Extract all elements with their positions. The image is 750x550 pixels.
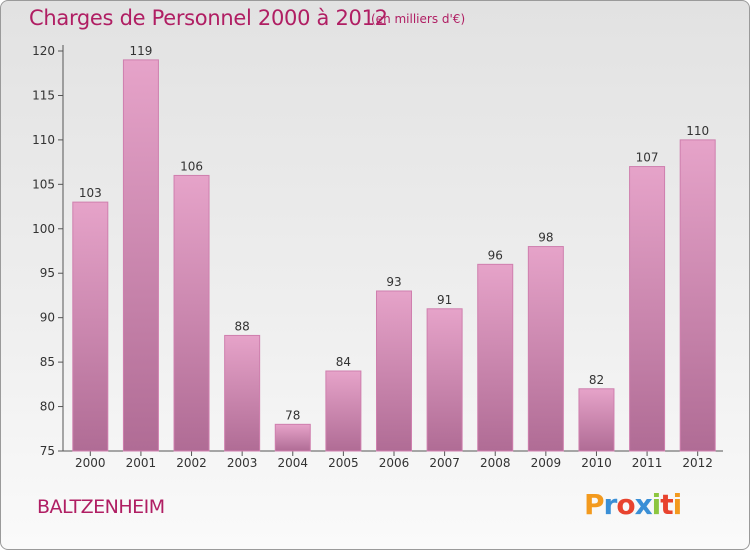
data-label: 119 [129, 44, 152, 58]
bar [679, 139, 716, 452]
data-label: 96 [488, 248, 503, 262]
logo-letter: P [584, 488, 605, 521]
data-label: 82 [589, 373, 604, 387]
proxiti-logo[interactable]: Proxiti [584, 488, 683, 521]
y-tick-label: 90 [40, 311, 55, 325]
x-tick-label: 2006 [379, 456, 410, 470]
bar [274, 423, 311, 452]
x-tick-label: 2010 [581, 456, 612, 470]
x-tick-label: 2008 [480, 456, 511, 470]
y-tick-label: 115 [32, 88, 55, 102]
y-tick-label: 80 [40, 400, 55, 414]
x-tick-label: 2012 [682, 456, 713, 470]
data-label: 93 [386, 275, 401, 289]
x-tick-label: 2000 [75, 456, 106, 470]
city-name: BALTZENHEIM [37, 496, 165, 518]
data-label: 107 [636, 151, 659, 165]
chart-subtitle: (en milliers d'€) [371, 12, 466, 26]
x-tick-label: 2001 [126, 456, 157, 470]
logo-letter: i [672, 488, 683, 521]
logo-letter: x [634, 488, 653, 521]
bar [122, 59, 159, 452]
x-tick-label: 2011 [632, 456, 663, 470]
x-tick-label: 2007 [429, 456, 460, 470]
bar [325, 370, 362, 452]
bar [477, 263, 514, 452]
data-label: 98 [538, 231, 553, 245]
y-tick-label: 95 [40, 266, 55, 280]
y-tick-label: 100 [32, 222, 55, 236]
logo-letter: t [660, 488, 673, 521]
data-label: 78 [285, 408, 300, 422]
x-tick-label: 2002 [176, 456, 207, 470]
logo-letter: r [603, 488, 618, 521]
data-label: 84 [336, 355, 351, 369]
y-tick-label: 120 [32, 44, 55, 58]
y-tick-label: 110 [32, 133, 55, 147]
bar [376, 290, 412, 452]
bar [72, 201, 109, 452]
y-tick-label: 105 [32, 177, 55, 191]
bar [578, 388, 615, 452]
bar [629, 166, 666, 452]
logo-letter: o [616, 488, 635, 521]
x-tick-label: 2004 [277, 456, 308, 470]
bar [527, 246, 564, 452]
y-tick-label: 75 [40, 444, 55, 458]
x-tick-label: 2005 [328, 456, 359, 470]
data-label: 106 [180, 159, 203, 173]
x-tick-label: 2003 [227, 456, 258, 470]
bar [173, 174, 210, 452]
logo-letter: i [651, 488, 662, 521]
data-label: 103 [79, 186, 102, 200]
data-label: 91 [437, 293, 452, 307]
data-label: 110 [686, 124, 709, 138]
x-tick-label: 2009 [531, 456, 562, 470]
bar [224, 334, 261, 452]
chart-title: Charges de Personnel 2000 à 2012 [29, 6, 388, 30]
bar [426, 308, 463, 452]
y-tick-label: 85 [40, 355, 55, 369]
data-label: 88 [235, 319, 250, 333]
